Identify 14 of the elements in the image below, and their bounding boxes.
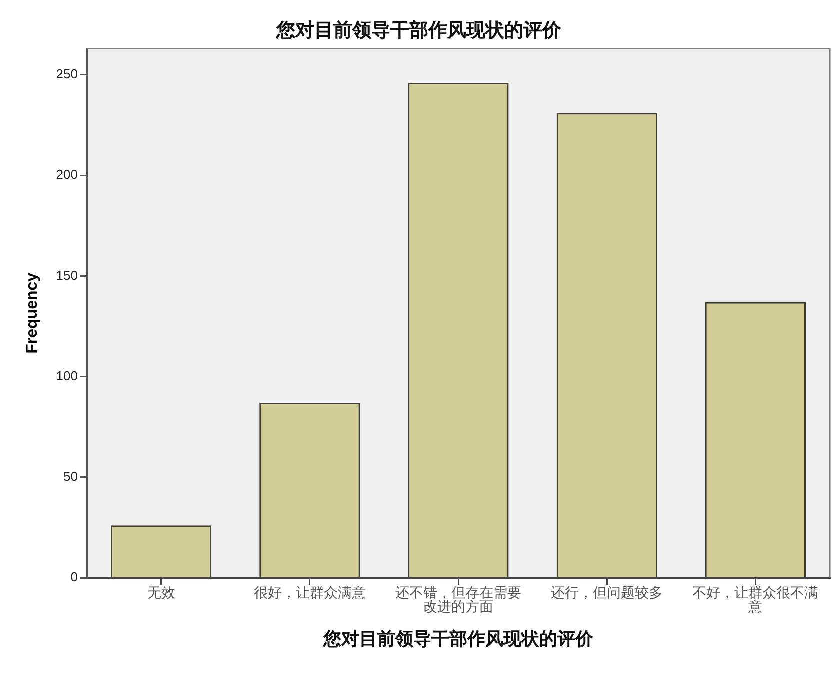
y-tick-label: 200 xyxy=(56,167,78,182)
y-tick-label: 250 xyxy=(56,66,78,82)
x-tick-label: 无效 xyxy=(147,586,176,602)
x-tick-label: 还不错，但存在需要改进的方面 xyxy=(396,586,522,616)
chart-title: 您对目前领导干部作风现状的评价 xyxy=(276,19,562,42)
y-tick-label: 0 xyxy=(70,570,78,585)
x-tick-label: 很好，让群众满意 xyxy=(254,586,366,602)
y-axis-title: Frequency xyxy=(24,272,42,354)
y-tick-label: 100 xyxy=(56,368,78,384)
x-tick-label: 不好，让群众很不满意 xyxy=(692,586,819,616)
x-tick-label: 还行，但问题较多 xyxy=(551,586,664,602)
y-tick-label: 50 xyxy=(64,468,78,484)
x-axis-title: 您对目前领导干部作风现状的评价 xyxy=(322,628,594,650)
y-tick-label: 150 xyxy=(56,268,78,283)
